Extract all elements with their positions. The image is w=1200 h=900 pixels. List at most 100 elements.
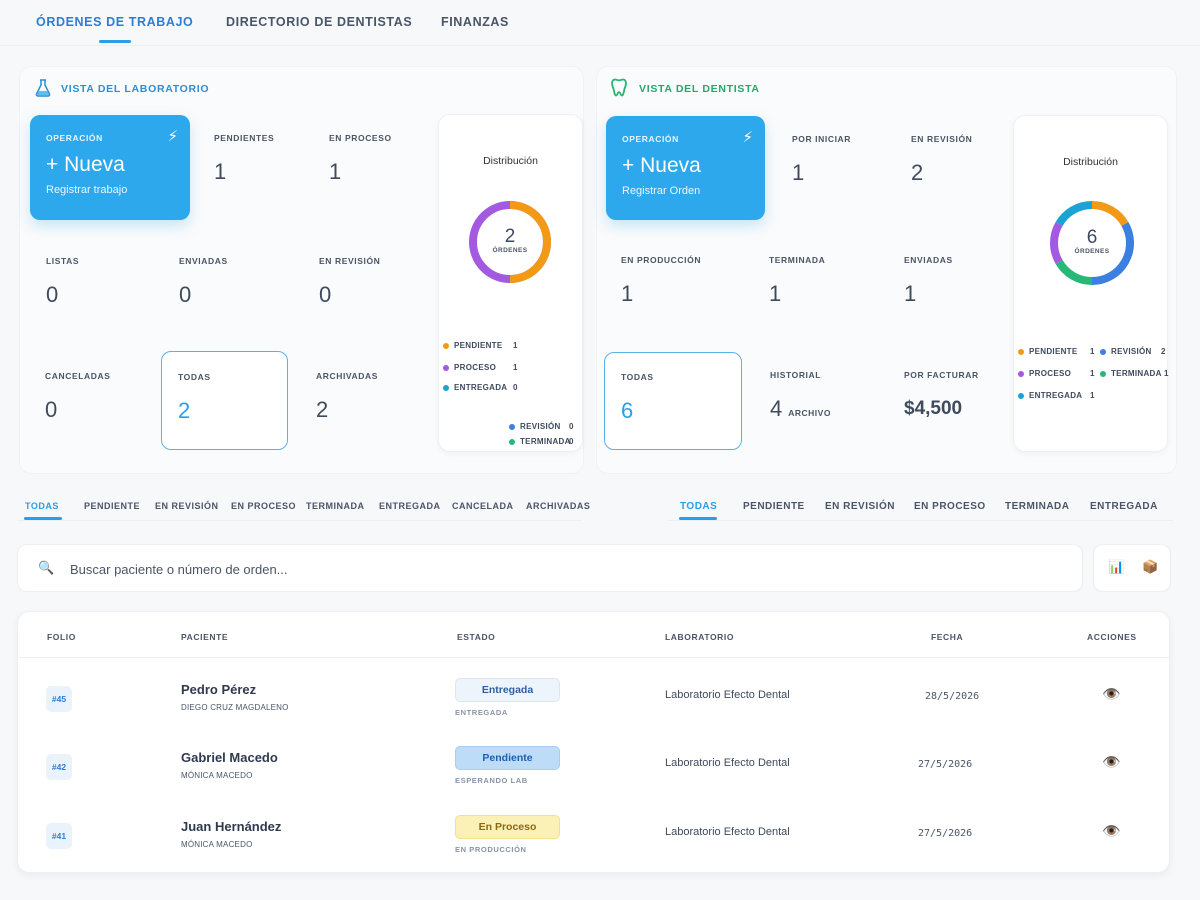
lab-new-work-button[interactable]: OPERACIÓN ⚡ + Nueva Registrar trabajo	[30, 115, 190, 220]
legend-dot	[443, 342, 449, 349]
dentist-filter-active-indicator	[679, 517, 717, 520]
patient-name: Pedro Pérez	[181, 682, 257, 697]
stat-value: 0	[319, 282, 332, 307]
eye-icon[interactable]: 👁️	[1102, 754, 1121, 771]
lightning-icon: ⚡	[742, 129, 753, 146]
legend-dot	[509, 438, 515, 445]
dentist-filter-divider	[668, 520, 1173, 521]
new-button-subtitle: Registrar trabajo	[46, 184, 128, 196]
stat-value: 1	[904, 281, 917, 306]
folio-badge[interactable]: #45	[46, 686, 72, 712]
column-header-paciente[interactable]: PACIENTE	[181, 632, 229, 642]
tab-directorio-de-dentistas[interactable]: DIRECTORIO DE DENTISTAS	[226, 15, 413, 29]
table-row[interactable]: #45 Pedro Pérez DIEGO CRUZ MAGDALENO Ent…	[18, 665, 1169, 733]
search-input[interactable]	[70, 559, 1030, 579]
status-detail: EN PRODUCCIÓN	[455, 845, 527, 854]
column-header-laboratorio[interactable]: LABORATORIO	[665, 632, 735, 642]
stat-label: PENDIENTES	[214, 133, 275, 143]
new-button-title: + Nueva	[622, 154, 701, 177]
legend-item-revision: REVISIÓN 2	[1100, 347, 1165, 356]
dentist-donut-chart	[1050, 201, 1134, 285]
table-row[interactable]: #41 Juan Hernández MÓNICA MACEDO En Proc…	[18, 802, 1169, 870]
folio-badge[interactable]: #42	[46, 754, 72, 780]
stat-value: 0	[179, 282, 192, 307]
lab-filter-en-revision[interactable]: EN REVISIÓN	[155, 501, 219, 511]
stat-label: EN REVISIÓN	[319, 256, 381, 266]
folio-badge[interactable]: #41	[46, 823, 72, 849]
donut-center: 2 ÓRDENES	[480, 227, 540, 255]
distribution-title: Distribución	[483, 155, 538, 167]
lab-filter-entregada[interactable]: ENTREGADA	[379, 501, 441, 511]
stat-label: HISTORIAL	[770, 370, 822, 380]
stat-value: 1	[792, 160, 805, 185]
lab-donut-chart	[469, 201, 551, 283]
search-icon: 🔍	[38, 560, 55, 575]
lab-filter-cancelada[interactable]: CANCELADA	[452, 501, 514, 511]
toolbar: 📊 📦	[1093, 544, 1171, 592]
tab-ordenes-de-trabajo[interactable]: ÓRDENES DE TRABAJO	[36, 15, 194, 29]
dentist-filter-entregada[interactable]: ENTREGADA	[1090, 501, 1158, 512]
patient-name: Juan Hernández	[181, 819, 282, 834]
status-badge: Entregada	[455, 678, 560, 702]
donut-segment-revisión	[1091, 222, 1134, 285]
dentist-new-order-button[interactable]: OPERACIÓN ⚡ + Nueva Registrar Orden	[606, 116, 765, 220]
stat-label: TODAS	[621, 372, 654, 382]
tooth-icon	[611, 78, 627, 97]
column-header-fecha[interactable]: FECHA	[931, 632, 964, 642]
stat-value: 1	[621, 281, 634, 306]
dentist-distribution-card: Distribución 6 ÓRDENES PENDIENTE 1 REVISI…	[1013, 115, 1168, 452]
tab-finanzas[interactable]: FINANZAS	[441, 15, 509, 29]
column-header-acciones: ACCIONES	[1087, 632, 1137, 642]
stat-todas[interactable]: TODAS 6	[604, 352, 742, 450]
donut-total-label: ÓRDENES	[1074, 248, 1110, 255]
legend-dot	[1018, 392, 1024, 399]
table-row[interactable]: #42 Gabriel Macedo MÓNICA MACEDO Pendien…	[18, 733, 1169, 801]
dentist-filter-pendiente[interactable]: PENDIENTE	[743, 501, 805, 512]
donut-total: 6	[1086, 227, 1098, 248]
flask-icon	[35, 79, 51, 97]
active-tab-indicator	[99, 40, 131, 43]
main-tabs: ÓRDENES DE TRABAJO DIRECTORIO DE DENTIST…	[0, 0, 1200, 46]
lab-filter-pendiente[interactable]: PENDIENTE	[84, 501, 141, 511]
legend-item-proceso: PROCESO 1	[443, 363, 517, 372]
stat-label: TODAS	[178, 372, 211, 382]
donut-segment-terminada	[1055, 259, 1093, 285]
column-header-folio[interactable]: FOLIO	[47, 632, 76, 642]
legend-dot	[1018, 370, 1024, 377]
dentist-filter-todas[interactable]: TODAS	[680, 501, 718, 512]
order-date: 27/5/2026	[918, 828, 973, 839]
order-date: 28/5/2026	[925, 691, 980, 702]
bar-chart-icon[interactable]: 📊	[1108, 559, 1125, 574]
stat-value: 1	[214, 159, 227, 184]
stat-value: 2	[911, 160, 924, 185]
operation-tag: OPERACIÓN	[622, 134, 679, 144]
stat-label: POR INICIAR	[792, 134, 852, 144]
stat-value: 0	[46, 282, 59, 307]
stat-label: CANCELADAS	[45, 371, 111, 381]
dentist-filter-en-revision[interactable]: EN REVISIÓN	[825, 501, 895, 512]
eye-icon[interactable]: 👁️	[1102, 686, 1121, 703]
legend-item-terminada: TERMINADA 0	[509, 437, 573, 446]
dentist-name: DIEGO CRUZ MAGDALENO	[181, 703, 289, 712]
stat-value: 2	[178, 398, 191, 423]
dentist-name: MÓNICA MACEDO	[181, 840, 253, 849]
archive-box-icon[interactable]: 📦	[1142, 559, 1159, 574]
lab-filter-terminada[interactable]: TERMINADA	[306, 501, 365, 511]
search-bar: 🔍	[17, 544, 1083, 592]
lab-filter-todas[interactable]: TODAS	[25, 501, 59, 511]
legend-dot	[443, 384, 449, 391]
new-button-title: + Nueva	[46, 153, 125, 176]
orders-table: FOLIO PACIENTE ESTADO LABORATORIO FECHA …	[17, 611, 1170, 873]
lab-filter-archivadas[interactable]: ARCHIVADAS	[526, 501, 591, 511]
stat-todas[interactable]: TODAS 2	[161, 351, 288, 450]
lab-name: Laboratorio Efecto Dental	[665, 826, 790, 838]
status-badge: En Proceso	[455, 815, 560, 839]
lab-filter-en-proceso[interactable]: EN PROCESO	[231, 501, 297, 511]
dentist-filter-en-proceso[interactable]: EN PROCESO	[914, 501, 986, 512]
distribution-title: Distribución	[1063, 156, 1118, 168]
stat-value: 6	[621, 398, 634, 423]
column-header-estado[interactable]: ESTADO	[457, 632, 496, 642]
eye-icon[interactable]: 👁️	[1102, 823, 1121, 840]
dentist-name: MÓNICA MACEDO	[181, 771, 253, 780]
dentist-filter-terminada[interactable]: TERMINADA	[1005, 501, 1070, 512]
